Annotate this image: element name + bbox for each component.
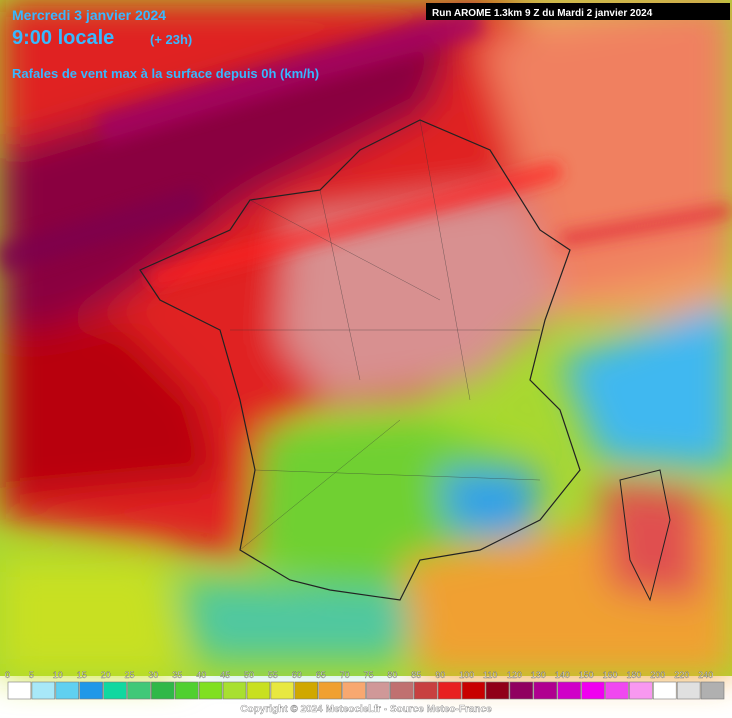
legend-label: 120 bbox=[507, 670, 522, 680]
legend-swatch bbox=[270, 681, 295, 700]
legend-label: 240 bbox=[698, 670, 713, 680]
forecast-date: Mercredi 3 janvier 2024 bbox=[12, 7, 166, 23]
legend-swatch bbox=[151, 681, 175, 700]
legend-swatch bbox=[175, 681, 199, 700]
legend-swatch bbox=[652, 681, 677, 700]
legend-swatch bbox=[294, 681, 318, 700]
corsica-border bbox=[619, 469, 671, 602]
legend-swatch bbox=[318, 681, 342, 700]
legend-label: 60 bbox=[292, 670, 302, 680]
legend-label: 85 bbox=[411, 670, 421, 680]
parameter-title: Rafales de vent max à la surface depuis … bbox=[12, 66, 319, 81]
legend-label: 65 bbox=[316, 670, 326, 680]
legend-swatch bbox=[700, 681, 725, 700]
run-banner bbox=[426, 3, 730, 20]
legend-swatch bbox=[222, 681, 247, 700]
legend-swatch bbox=[31, 681, 56, 700]
legend-swatch bbox=[246, 681, 271, 700]
legend-label: 75 bbox=[364, 670, 374, 680]
legend-swatch bbox=[437, 681, 462, 700]
legend-swatch bbox=[413, 681, 438, 700]
legend-label: 220 bbox=[674, 670, 689, 680]
legend-label: 110 bbox=[483, 670, 497, 680]
legend-label: 150 bbox=[579, 670, 594, 680]
legend-swatch bbox=[127, 681, 151, 700]
legend-label: 70 bbox=[340, 670, 350, 680]
legend-label: 50 bbox=[244, 670, 254, 680]
legend-label: 140 bbox=[555, 670, 570, 680]
legend-swatch bbox=[557, 681, 581, 700]
legend-swatch bbox=[366, 681, 390, 700]
legend-label: 55 bbox=[268, 670, 278, 680]
legend-swatch bbox=[342, 681, 366, 700]
legend-swatch bbox=[581, 681, 605, 700]
legend-label: 20 bbox=[101, 670, 111, 680]
legend-label: 200 bbox=[650, 670, 665, 680]
legend-swatch bbox=[390, 681, 414, 700]
gust-streaks bbox=[0, 5, 732, 289]
legend-label: 100 bbox=[459, 670, 474, 680]
legend-swatch bbox=[533, 681, 557, 700]
legend-label: 45 bbox=[220, 670, 230, 680]
lead-time: (+ 23h) bbox=[150, 32, 192, 47]
legend-label: 160 bbox=[603, 670, 618, 680]
legend-swatch bbox=[55, 681, 79, 700]
legend-swatch bbox=[198, 681, 223, 700]
copyright: Copyright © 2024 Meteociel.fr - Source M… bbox=[240, 704, 492, 715]
legend-label: 35 bbox=[172, 670, 182, 680]
legend-label: 15 bbox=[77, 670, 87, 680]
legend-swatch bbox=[461, 681, 486, 700]
legend-label: 130 bbox=[531, 670, 546, 680]
legend-swatch bbox=[605, 681, 629, 700]
legend-label: 90 bbox=[435, 670, 445, 680]
department-borders bbox=[230, 119, 541, 551]
legend-swatch bbox=[676, 681, 701, 700]
legend-label: 30 bbox=[148, 670, 158, 680]
legend-swatch bbox=[485, 681, 510, 700]
legend-label: 180 bbox=[626, 670, 641, 680]
legend-swatch bbox=[7, 681, 32, 700]
legend-label: 25 bbox=[125, 670, 135, 680]
legend-label: 10 bbox=[53, 670, 63, 680]
legend-swatch bbox=[509, 681, 534, 700]
legend-label: 40 bbox=[196, 670, 206, 680]
legend-label: 80 bbox=[387, 670, 397, 680]
legend-swatch bbox=[103, 681, 127, 700]
legend: 0 5 10 15 20 25 30 35 40 45 50 55 60 65 70 75 80 85 90 100 1… bbox=[5, 670, 725, 700]
legend-swatch bbox=[79, 681, 103, 700]
run-label: Run AROME 1.3km 9 Z du Mardi 2 janvier 2… bbox=[432, 8, 653, 19]
forecast-time: 9:00 locale bbox=[12, 27, 114, 49]
wind-field bbox=[0, 0, 732, 676]
legend-swatch bbox=[629, 681, 653, 700]
legend-label: 5 bbox=[29, 670, 34, 680]
legend-label: 0 bbox=[5, 670, 10, 680]
